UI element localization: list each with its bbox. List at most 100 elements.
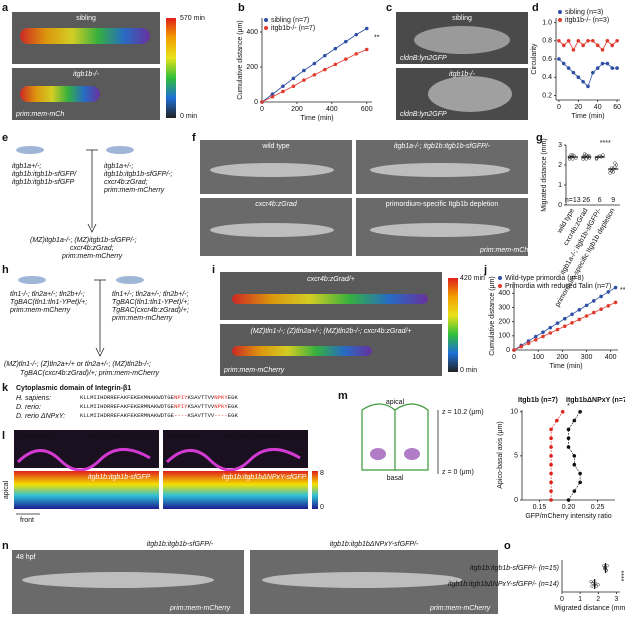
data-point xyxy=(566,445,571,449)
sequence-part: EGK xyxy=(228,412,239,419)
colorbar-label: 570 min xyxy=(180,15,205,22)
legend-label: Itgb1bΔNPxY (n=7) xyxy=(566,397,625,404)
fish xyxy=(262,572,462,588)
image-label: prim:mem-mCherry xyxy=(223,367,285,374)
species: D. rerio ΔNPxY: xyxy=(16,413,65,420)
y-tick-label: 100 xyxy=(498,333,510,340)
genotype: itgb1b:itgb1b-sfGFP xyxy=(12,179,75,186)
image-label: primordium xyxy=(18,433,53,440)
image-label: sibling xyxy=(76,15,96,22)
data-point xyxy=(605,61,610,66)
x-tick-label: 200 xyxy=(557,354,569,361)
sequence-part: ---- xyxy=(214,412,227,419)
panel-label: n xyxy=(2,540,9,552)
image-overlay xyxy=(414,26,510,54)
image-label: itgb1b:itgb1b-sfGFP xyxy=(88,474,151,481)
data-point xyxy=(613,161,617,165)
panel-label: m xyxy=(338,390,348,402)
y-axis-label: Migrated distance (mm) xyxy=(541,138,548,212)
panel-label: k xyxy=(2,382,9,394)
data-point xyxy=(549,480,553,485)
x-axis-label: Time (min) xyxy=(300,115,333,122)
legend-label: sibling (n=7) xyxy=(271,17,309,24)
data-point xyxy=(571,157,575,161)
fish xyxy=(210,223,334,237)
data-point xyxy=(312,73,317,77)
data-point xyxy=(584,157,588,161)
legend-label: Itgb1b (n=7) xyxy=(518,397,558,404)
data-point xyxy=(557,57,561,61)
data-point xyxy=(333,62,338,67)
image-label: itgb1b:itgb1bΔNPxY-sfGFP xyxy=(222,474,307,481)
fish-icon xyxy=(106,146,134,154)
diagram-label: apical xyxy=(386,399,405,406)
category-label: itgb1b:itgb1bΔNPxY-sfGFP/- (n=14) xyxy=(448,581,559,588)
colorbar-label: 0 min xyxy=(180,113,197,120)
x-tick-label: 3 xyxy=(614,596,618,603)
data-point xyxy=(312,61,317,66)
genotype: TgBAC(cxcr4b:zGrad)/+; prim:mem-mCherry xyxy=(20,370,160,377)
sample-size: 26 xyxy=(582,197,590,204)
sequence-part: NPKY xyxy=(214,403,228,410)
x-tick-label: 0 xyxy=(512,354,516,361)
data-point xyxy=(561,43,566,48)
data-point xyxy=(578,480,582,485)
data-point xyxy=(591,70,595,75)
y-axis-label: Cumulative distance (μm) xyxy=(489,276,496,356)
sequence-part: EGK xyxy=(228,394,239,401)
data-point xyxy=(583,152,587,156)
data-point xyxy=(599,307,603,312)
data-point xyxy=(354,52,359,56)
data-point xyxy=(577,307,582,312)
genotype: itgb1a+/-; xyxy=(104,163,133,170)
y-tick-label: 0.8 xyxy=(542,38,552,45)
cell-diagram xyxy=(361,403,429,471)
colorbar xyxy=(448,278,458,372)
data-point xyxy=(281,84,285,89)
sequence-part: KSAVTTVV xyxy=(187,394,214,401)
image xyxy=(14,471,159,509)
data-point xyxy=(577,317,582,322)
genotype: (MZ)itgb1a-/-; (MZ)itgb1b-sfGFP/-; xyxy=(30,237,137,244)
data-point xyxy=(581,79,585,84)
data-point xyxy=(364,26,369,31)
data-point xyxy=(594,157,599,161)
genotype: (MZ)tln1-/-; (Z)tln2a+/+ or tln2a+/-; (M… xyxy=(4,361,151,368)
sequence-part: KLLMIIHDRREFAKFEKEKMNAKWDTGE xyxy=(80,394,175,401)
data-point xyxy=(260,100,264,104)
data-point xyxy=(541,334,545,339)
data-point xyxy=(586,38,590,43)
data-point xyxy=(512,348,516,352)
genotype: prim:mem-mCherry xyxy=(61,253,123,260)
data-point xyxy=(533,338,538,342)
data-point xyxy=(562,316,567,321)
data-point xyxy=(599,294,603,299)
panel-label: i xyxy=(212,264,215,276)
image-overlay xyxy=(232,346,372,356)
data-point xyxy=(344,39,348,44)
colorbar xyxy=(312,471,318,509)
x-axis-label: GFP/mCherry intensity ratio xyxy=(525,513,611,520)
data-point xyxy=(586,84,590,89)
arrow xyxy=(87,223,97,233)
x-tick-label: 300 xyxy=(581,354,593,361)
legend-marker xyxy=(558,10,562,14)
data-point xyxy=(519,344,524,349)
y-tick-label: 3 xyxy=(558,142,562,149)
significance: ** xyxy=(374,34,380,41)
colorbar-label: 0 min xyxy=(460,367,477,374)
image-label: itgb1b-/- xyxy=(73,71,99,78)
arrow xyxy=(95,347,105,357)
y-tick-label: 400 xyxy=(498,290,510,297)
axis-label: apical xyxy=(3,480,10,499)
image-label: cldnB:lyn2GFP xyxy=(400,111,447,118)
sequence-part: NPKY xyxy=(214,394,228,401)
y-tick-label: 10 xyxy=(510,409,518,416)
genotype: TgBAC(tln1:tln1-YPet)/+; xyxy=(112,299,189,306)
data-point xyxy=(615,66,619,70)
panel-label: f xyxy=(192,132,196,144)
data-point xyxy=(606,290,611,294)
data-point xyxy=(270,92,275,96)
data-point xyxy=(557,38,561,43)
